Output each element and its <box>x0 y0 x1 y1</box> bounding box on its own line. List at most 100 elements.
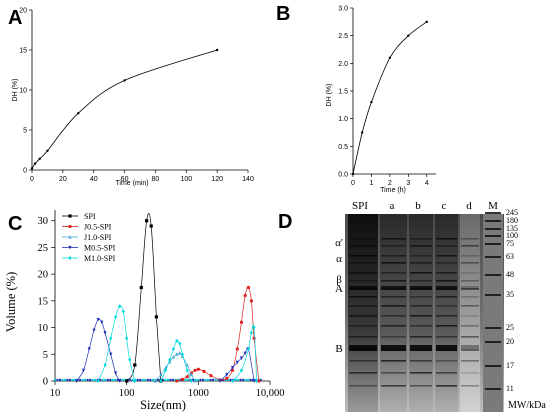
panel-b-point <box>407 34 410 37</box>
panel-c-baseline-marker <box>249 378 252 381</box>
panel-c-series-point <box>254 379 259 383</box>
panel-c-baseline-marker <box>91 378 94 381</box>
panel-c-series-point <box>153 379 157 383</box>
panel-c-baseline-marker <box>86 378 89 381</box>
panel-a-point <box>38 157 41 160</box>
gel-band <box>349 262 377 264</box>
gel-band <box>436 245 457 247</box>
marker-ladder-band <box>485 365 501 367</box>
panel-a-point <box>30 167 34 170</box>
marker-ladder-band <box>485 256 501 258</box>
lane-label-d: d <box>466 200 472 212</box>
panel-b-y-tick-label: 0.5 <box>338 144 348 151</box>
panel-letter-b: B <box>276 3 290 25</box>
gel-band <box>436 305 457 307</box>
panel-c-baseline-marker <box>199 378 202 381</box>
marker-ladder-band <box>485 212 501 214</box>
panel-c-series-point <box>257 379 261 383</box>
gel-band-a <box>410 286 432 290</box>
panel-c-baseline-marker <box>217 378 220 381</box>
gel-band <box>461 360 479 362</box>
panel-c-series-point <box>100 320 104 325</box>
panel-letter-a: A <box>8 7 22 29</box>
panel-c-series-point <box>128 357 132 362</box>
legend-label: M1.0-SPI <box>84 254 116 263</box>
gel-band <box>349 385 377 387</box>
gel-band <box>381 305 406 307</box>
panel-c-baseline-marker <box>99 378 102 381</box>
panel-c-series-point <box>149 224 153 228</box>
gel-band <box>349 280 377 282</box>
panel-b-point <box>361 131 364 134</box>
panel-c-series-line <box>176 286 260 382</box>
gel-band <box>461 255 479 257</box>
panel-c-y-tick-label: 0 <box>43 377 48 388</box>
mw-marker-25: 25 <box>506 323 514 332</box>
panel-c-series-point <box>125 379 129 383</box>
panel-a-x-tick-label: 0 <box>30 176 34 183</box>
panel-b-y-tick-label: 1.0 <box>338 116 348 123</box>
panel-c-baseline-marker <box>227 378 230 381</box>
panel-a-y-tick-label: 0 <box>23 168 27 175</box>
gel-lane-d <box>460 214 480 412</box>
panel-b-y-tick-label: 1.5 <box>338 89 348 96</box>
mw-marker-245: 245 <box>506 208 518 217</box>
panel-c-series-point <box>189 372 193 377</box>
mw-marker-17: 17 <box>506 361 514 370</box>
gel-band-b <box>381 345 406 351</box>
panel-b-y-tick-label: 3.0 <box>338 6 348 13</box>
mw-marker-35: 35 <box>506 290 514 299</box>
panel-c-y-tick-label: 5 <box>43 350 48 361</box>
band-label-beta: β <box>336 274 342 286</box>
panel-a-x-tick-label: 20 <box>59 176 67 183</box>
panel-a-line <box>31 49 218 169</box>
panel-b-line <box>352 21 428 175</box>
gel-band-a <box>436 286 457 290</box>
panel-a-y-tick-label: 5 <box>23 128 27 135</box>
legend-swatch-marker <box>68 245 72 250</box>
gel-band <box>349 245 377 247</box>
panel-c-baseline-marker <box>196 378 199 381</box>
gel-band-b <box>349 345 377 351</box>
gel-band <box>381 325 406 327</box>
panel-c-baseline-marker <box>144 378 147 381</box>
panel-c-baseline-marker <box>209 378 212 381</box>
gel-band <box>349 372 377 374</box>
gel-band <box>349 360 377 362</box>
marker-ladder-band <box>485 274 501 276</box>
gel-band <box>461 336 479 338</box>
gel-band <box>461 280 479 282</box>
panel-c-series-point <box>159 372 163 377</box>
gel-band <box>381 255 406 257</box>
gel-band <box>410 296 432 298</box>
panel-c-series-line <box>160 340 192 382</box>
legend-label: J0.5-SPI <box>84 223 112 232</box>
gel-band <box>461 305 479 307</box>
gel-band <box>381 296 406 298</box>
panel-c-baseline-marker <box>201 378 204 381</box>
gel-band <box>349 305 377 307</box>
panel-c-series-point <box>87 347 91 351</box>
panel-c-baseline-marker <box>194 378 197 381</box>
panel-c-baseline-marker <box>191 378 194 381</box>
mw-marker-20: 20 <box>506 337 514 346</box>
mw-marker-100: 100 <box>506 231 518 240</box>
panel-c-baseline-marker <box>212 378 215 381</box>
gel-lane-marker <box>483 214 503 412</box>
panel-c-series-point <box>202 369 206 373</box>
panel-c-series-point <box>246 346 251 351</box>
gel-band <box>461 262 479 264</box>
panel-c-baseline-marker <box>254 378 257 381</box>
legend-swatch-marker <box>68 224 72 229</box>
panel-c-series-point <box>92 328 96 333</box>
panel-c-series-line <box>232 324 257 382</box>
legend-label: SPI <box>84 212 96 221</box>
panel-d-gel: SPI a b c d M α' α β A B 245 180 135 100… <box>335 200 546 412</box>
panel-c-series-point <box>225 372 229 377</box>
gel-band-b <box>410 345 432 351</box>
panel-c-series-point <box>175 338 179 343</box>
panel-c-baseline-marker <box>109 378 112 381</box>
panel-c-baseline-marker <box>161 378 164 381</box>
gel-band <box>349 315 377 317</box>
